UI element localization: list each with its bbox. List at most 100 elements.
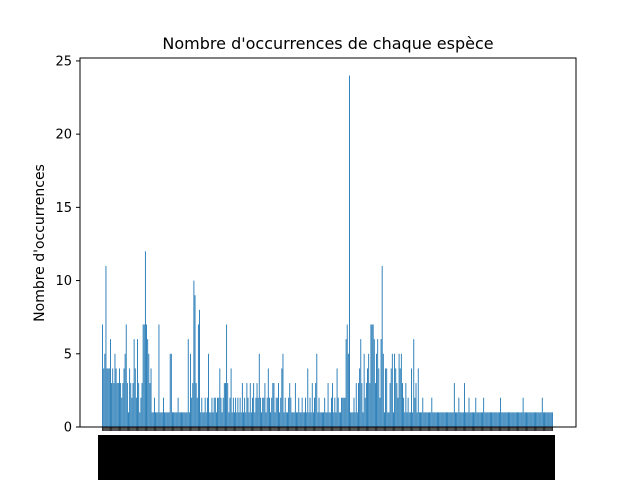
- bar: [183, 412, 185, 427]
- bar: [440, 412, 442, 427]
- bar: [373, 339, 375, 427]
- bar: [152, 412, 154, 427]
- bar: [279, 412, 281, 427]
- bar: [283, 412, 285, 427]
- bar: [431, 397, 433, 427]
- bar: [164, 412, 166, 427]
- bar: [385, 368, 387, 427]
- bar: [237, 397, 239, 427]
- bar: [353, 397, 355, 427]
- bar: [230, 368, 232, 427]
- bar: [409, 412, 411, 427]
- bar: [436, 412, 438, 427]
- bar: [204, 397, 206, 427]
- bar: [456, 412, 458, 427]
- bar: [294, 383, 296, 427]
- bar: [324, 397, 326, 427]
- bar: [142, 324, 144, 427]
- bar: [477, 412, 479, 427]
- bar: [225, 383, 226, 427]
- bar: [296, 412, 297, 427]
- bar: [228, 412, 230, 427]
- bar: [335, 412, 337, 427]
- bar: [530, 412, 532, 427]
- bar: [129, 368, 131, 427]
- bar: [413, 339, 415, 427]
- bar: [248, 412, 250, 427]
- bar: [451, 412, 453, 427]
- bar: [411, 368, 412, 427]
- bar: [391, 353, 393, 427]
- bar: [400, 353, 402, 427]
- bar: [444, 412, 446, 427]
- bar: [393, 412, 394, 427]
- bar: [315, 383, 317, 427]
- bar: [545, 412, 547, 427]
- bar: [519, 412, 521, 427]
- bar: [524, 412, 526, 427]
- bar: [120, 383, 122, 427]
- bar: [173, 412, 175, 427]
- bar: [106, 368, 108, 427]
- bar: [538, 412, 540, 427]
- bar: [236, 412, 238, 427]
- bar: [303, 412, 305, 427]
- bar: [430, 412, 432, 427]
- bar: [528, 412, 530, 427]
- bar: [325, 412, 327, 427]
- bar: [547, 412, 549, 427]
- bar: [146, 324, 147, 427]
- bar: [466, 412, 468, 427]
- bar: [130, 383, 132, 427]
- bar: [135, 397, 137, 427]
- bar: [486, 412, 488, 427]
- bar: [326, 412, 328, 427]
- bar: [210, 412, 212, 427]
- bar: [508, 412, 509, 427]
- bar: [190, 353, 191, 427]
- bar: [167, 412, 169, 427]
- y-axis-label: Nombre d'occurrences: [32, 164, 48, 322]
- bar: [321, 412, 323, 427]
- bar: [241, 383, 243, 427]
- bar: [137, 339, 138, 427]
- bar: [443, 412, 445, 427]
- bar: [429, 412, 430, 427]
- bar: [551, 412, 553, 427]
- bar: [347, 353, 349, 427]
- bar: [191, 397, 193, 427]
- bar: [520, 412, 522, 427]
- bar: [402, 383, 403, 427]
- bar: [287, 412, 288, 427]
- bar: [539, 412, 541, 427]
- bar: [458, 397, 460, 427]
- bar: [151, 412, 153, 427]
- bar: [461, 412, 463, 427]
- bar: [169, 353, 171, 427]
- bar: [221, 412, 223, 427]
- bar: [352, 412, 354, 427]
- bar: [209, 412, 211, 427]
- bar: [199, 309, 200, 427]
- bar: [465, 412, 467, 427]
- bar: [255, 397, 257, 427]
- bar: [218, 397, 220, 427]
- bar: [249, 383, 251, 427]
- bar: [265, 412, 267, 427]
- bar: [282, 353, 284, 427]
- bar: [227, 383, 229, 427]
- bar: [280, 397, 282, 427]
- bar: [381, 265, 383, 427]
- bar: [192, 383, 194, 427]
- bar: [509, 412, 511, 427]
- bar: [514, 412, 516, 427]
- bar: [208, 353, 209, 427]
- bar: [122, 383, 124, 427]
- bar: [377, 339, 379, 427]
- bar: [371, 324, 373, 427]
- bar: [181, 412, 182, 427]
- bar: [452, 412, 454, 427]
- bar: [220, 397, 222, 427]
- bar: [363, 353, 365, 427]
- x-axis-ticks: [98, 427, 555, 480]
